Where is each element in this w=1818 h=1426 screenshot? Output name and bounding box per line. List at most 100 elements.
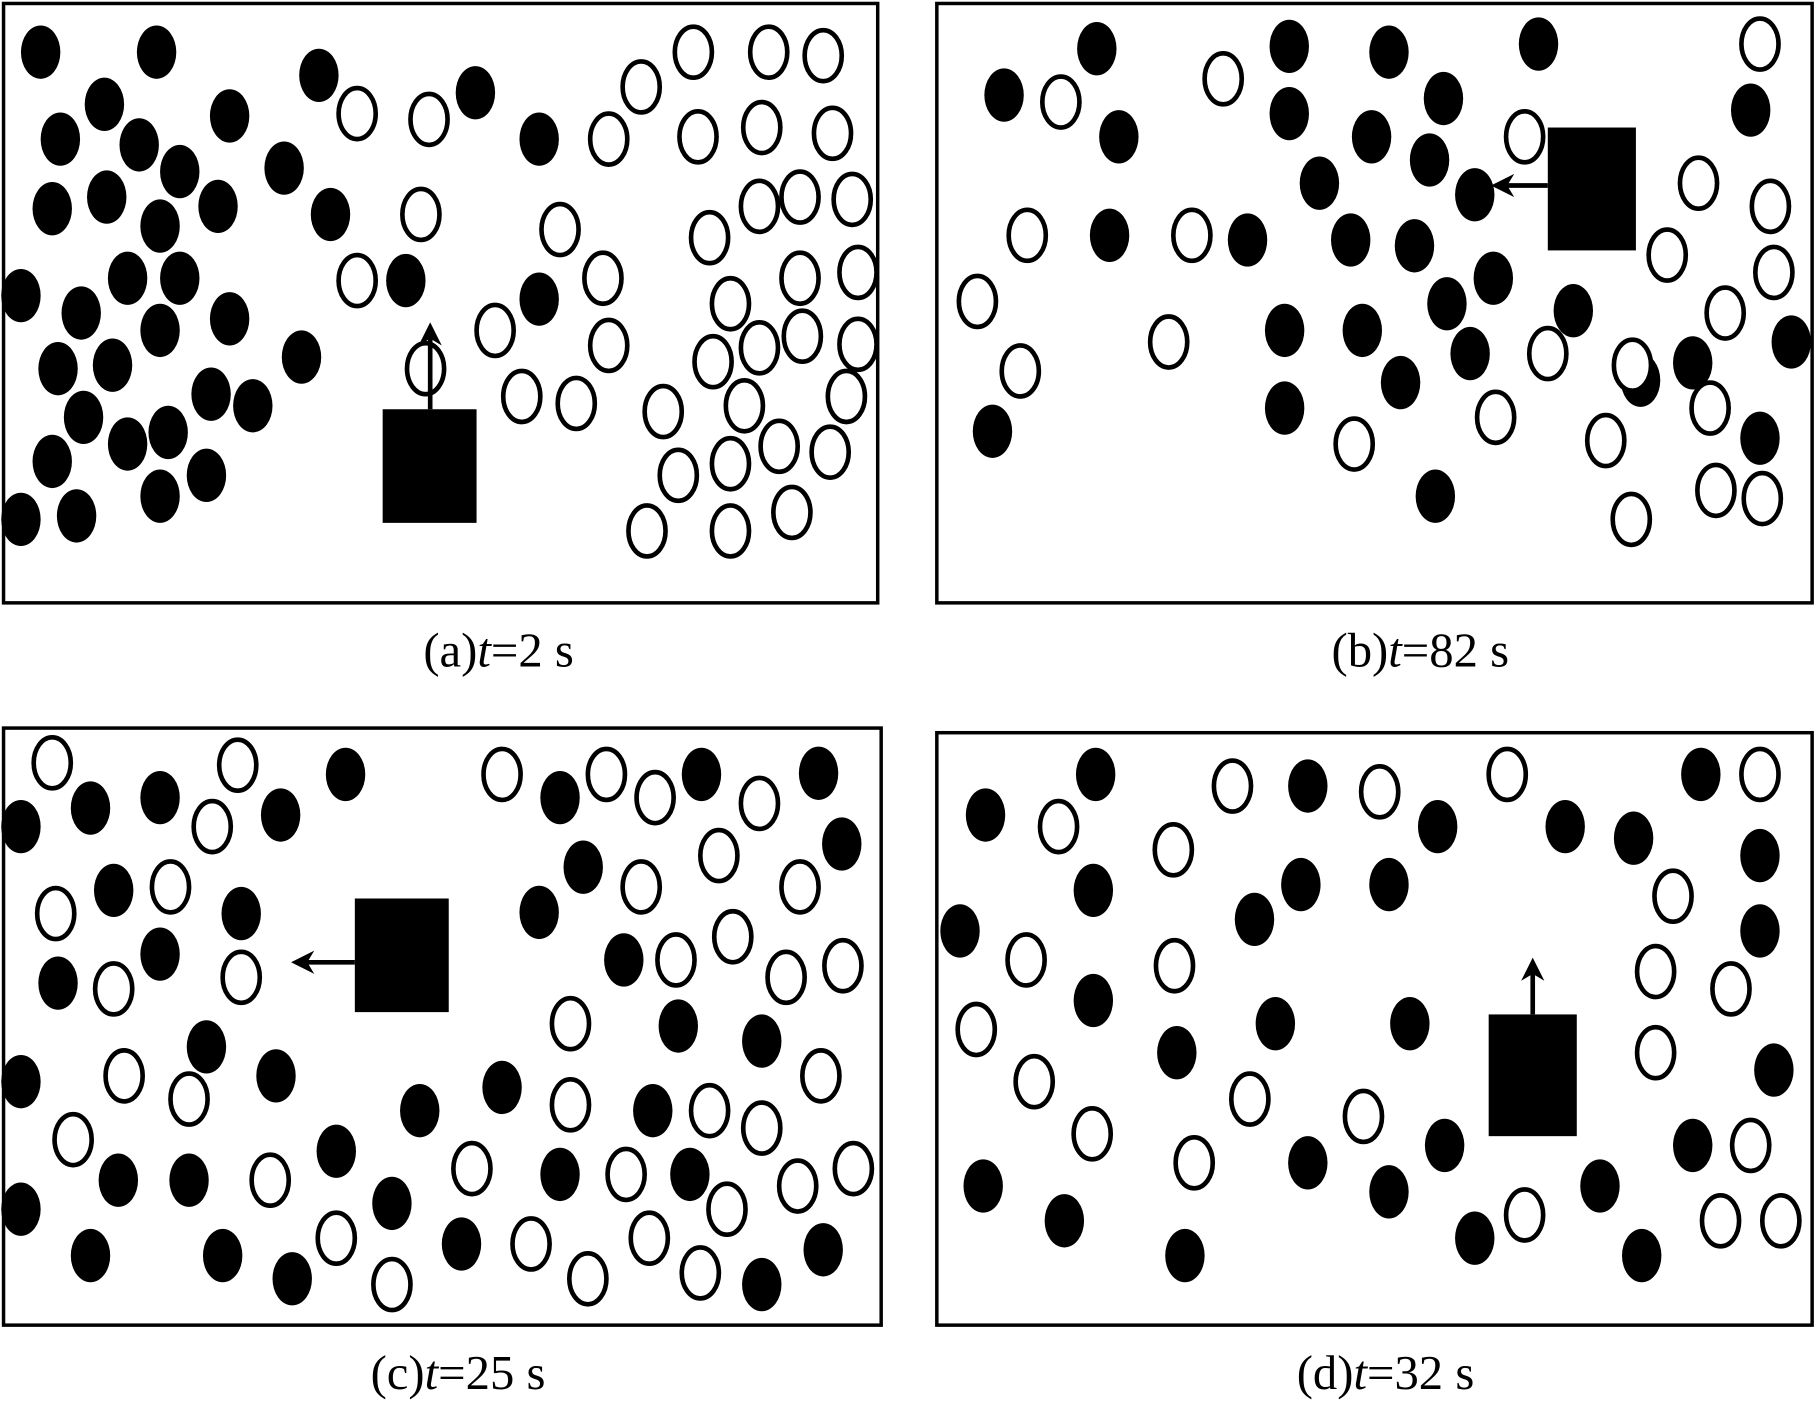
- filled-particle: [1673, 1118, 1713, 1173]
- open-particle: [723, 377, 766, 434]
- filled-particle: [563, 840, 603, 894]
- open-particle: [1147, 314, 1190, 370]
- open-particle: [408, 91, 450, 148]
- filled-particle: [1423, 71, 1464, 126]
- filled-particle: [540, 770, 580, 825]
- open-particle: [1171, 207, 1213, 264]
- filled-particle: [316, 1124, 356, 1178]
- filled-particle: [1394, 219, 1435, 273]
- open-particle: [655, 932, 697, 988]
- filled-particle: [256, 1049, 296, 1103]
- open-particle: [1153, 937, 1196, 994]
- open-particle: [149, 859, 192, 915]
- filled-particle: [38, 342, 78, 396]
- filled-particle: [198, 179, 238, 234]
- open-particle: [800, 1048, 842, 1104]
- filled-particle: [1518, 17, 1559, 71]
- panel-frame: [1, 726, 883, 1327]
- panel-caption: (b)t=82 s: [1331, 624, 1509, 678]
- filled-particle: [1730, 83, 1771, 137]
- filled-particle: [1580, 1159, 1620, 1213]
- open-particle: [249, 1152, 292, 1209]
- filled-particle: [209, 89, 250, 143]
- filled-particle: [272, 1252, 312, 1306]
- open-particle: [587, 317, 630, 374]
- panel: (c)t=25 s: [1, 726, 883, 1400]
- caption-variable: t: [1388, 624, 1403, 678]
- open-particle: [802, 27, 845, 84]
- open-particle: [336, 252, 379, 309]
- filled-particle: [1369, 857, 1409, 912]
- caption-label: (d): [1297, 1346, 1354, 1400]
- filled-particle: [441, 1217, 482, 1271]
- open-particle: [1634, 1024, 1677, 1081]
- open-particle: [549, 995, 592, 1052]
- open-particle: [1652, 868, 1694, 925]
- panel: (a)t=2 s: [1, 1, 880, 678]
- open-particle: [539, 201, 581, 258]
- open-particle: [1584, 412, 1627, 469]
- filled-particle: [1288, 759, 1328, 813]
- open-particle: [1610, 491, 1653, 548]
- filled-particle: [136, 25, 177, 79]
- open-particle: [371, 1256, 413, 1313]
- filled-particle: [1264, 381, 1305, 435]
- panel-caption: (d)t=32 s: [1297, 1346, 1475, 1400]
- panel-caption: (a)t=2 s: [423, 624, 574, 678]
- open-particle: [825, 368, 868, 425]
- open-particle: [1753, 244, 1795, 301]
- open-particle: [1739, 746, 1781, 803]
- filled-particle: [1, 492, 41, 547]
- caption-label: (a): [423, 624, 477, 678]
- open-particle: [1173, 1135, 1216, 1191]
- open-particle: [628, 1210, 671, 1267]
- filled-particle: [519, 272, 559, 326]
- open-particle: [1013, 1053, 1056, 1110]
- open-particle: [1211, 758, 1254, 814]
- open-particle: [1358, 764, 1401, 820]
- filled-particle: [984, 68, 1024, 122]
- filled-particle: [455, 66, 496, 120]
- filled-particle: [93, 863, 134, 918]
- filled-particle: [972, 404, 1013, 458]
- open-particle: [1006, 207, 1049, 264]
- open-particle: [747, 24, 790, 80]
- open-particle: [1333, 416, 1376, 472]
- open-particle: [566, 1250, 609, 1307]
- filled-particle: [140, 303, 180, 358]
- open-particle: [955, 1001, 998, 1058]
- filled-particle: [1342, 303, 1383, 358]
- filled-particle: [1, 799, 41, 854]
- caption-time: =25 s: [438, 1346, 545, 1400]
- open-particle: [1634, 943, 1677, 1000]
- open-particle: [740, 99, 783, 156]
- filled-particle: [264, 141, 304, 195]
- filled-particle: [186, 448, 227, 502]
- filled-particle: [84, 77, 125, 132]
- filled-particle: [1754, 1043, 1794, 1097]
- open-particle: [549, 1077, 592, 1133]
- filled-particle: [482, 1060, 522, 1115]
- filled-particle: [191, 367, 231, 421]
- filled-particle: [822, 817, 862, 871]
- filled-particle: [963, 1159, 1003, 1213]
- filled-particle: [1264, 303, 1305, 358]
- filled-particle: [169, 1153, 209, 1207]
- open-particle: [706, 1181, 748, 1238]
- filled-particle: [803, 1223, 843, 1277]
- open-particle: [709, 503, 752, 559]
- open-particle: [1689, 380, 1731, 436]
- open-particle: [103, 1048, 145, 1104]
- filled-particle: [1771, 315, 1811, 369]
- filled-particle: [1455, 168, 1495, 222]
- filled-particle: [209, 292, 250, 346]
- filled-particle: [186, 1020, 227, 1074]
- filled-particle: [325, 747, 366, 802]
- open-particle: [1677, 155, 1720, 212]
- robot-block: [1488, 1014, 1577, 1137]
- filled-particle: [1415, 469, 1456, 523]
- filled-particle: [32, 434, 72, 489]
- filled-particle: [233, 379, 273, 433]
- filled-particle: [1044, 1194, 1085, 1248]
- open-particle: [1611, 337, 1654, 394]
